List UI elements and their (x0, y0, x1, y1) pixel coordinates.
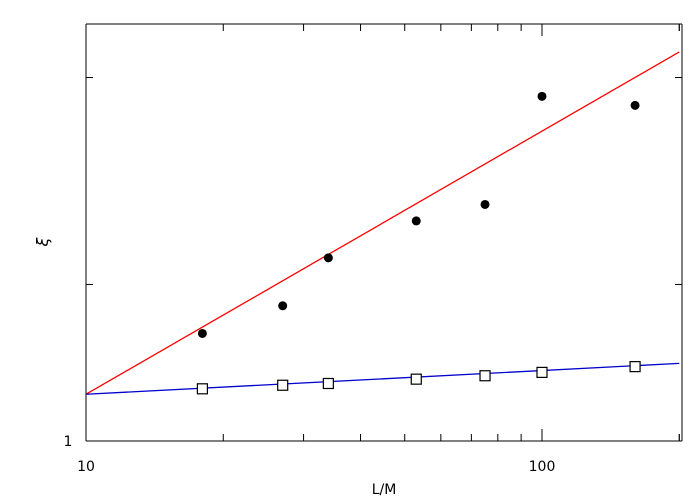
series-2-point (629, 361, 641, 373)
series-1-point (411, 216, 421, 226)
series-2-point (277, 379, 289, 391)
fit-lines (85, 51, 680, 395)
y-tick-label: 1 (64, 434, 73, 450)
axis-ticks (85, 24, 682, 442)
series-1-point (197, 328, 207, 338)
series-1-point (480, 199, 490, 209)
plot-frame (85, 23, 683, 442)
series-2-point (479, 370, 491, 382)
series-1-point (323, 253, 333, 263)
fit-line-1 (85, 51, 680, 395)
x-tick-label: 10 (77, 459, 95, 475)
y-axis-label: ξ (33, 236, 52, 247)
x-tick-label: 100 (529, 459, 556, 475)
series-1-point (537, 91, 547, 101)
series-2-point (410, 373, 422, 385)
series-1-point (630, 100, 640, 110)
x-axis-label: L/M (372, 482, 397, 498)
series-2-point (536, 366, 548, 378)
fit-line-2 (85, 362, 680, 395)
tick-labels: 10 100 1 (64, 434, 556, 475)
series-2-point (196, 383, 209, 395)
series-1-point (278, 301, 288, 311)
series-2-point (322, 377, 334, 390)
data-points (196, 91, 641, 395)
